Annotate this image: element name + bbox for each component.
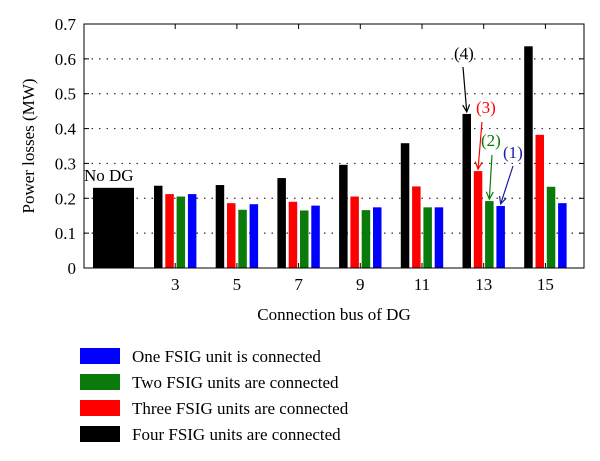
y-tick-label: 0.1 — [55, 224, 76, 243]
legend-item-one-unit: One FSIG unit is connected — [80, 343, 348, 369]
y-tick-label: 0.7 — [55, 15, 77, 34]
bar-11-series-1 — [400, 143, 410, 268]
bar-5-series-3 — [238, 209, 247, 268]
x-tick-label: 7 — [294, 275, 303, 294]
bar-7-series-1 — [277, 178, 286, 268]
annotation-arrowhead — [485, 191, 494, 201]
x-tick-label: 9 — [356, 275, 365, 294]
bar-3-series-1 — [154, 185, 163, 268]
annotation-arrow — [462, 66, 468, 112]
bar-no-dg — [93, 187, 134, 268]
bar-9-series-2 — [350, 196, 359, 268]
bar-9-series-1 — [339, 164, 348, 268]
annotation-arrow — [488, 154, 493, 200]
x-tick-label: 5 — [233, 275, 242, 294]
y-tick-label: 0.6 — [55, 50, 76, 69]
x-axis-ticks: 3 5 7 9 11 13 15 — [171, 24, 554, 294]
annotation-arrow — [477, 121, 483, 170]
annotation-label: (2) — [481, 131, 501, 150]
y-tick-label: 0.5 — [55, 85, 76, 104]
bar-15-series-2 — [535, 134, 544, 268]
bar-13-series-3 — [485, 201, 494, 268]
annotation-arrowhead — [498, 195, 507, 206]
bar-15-series-4 — [558, 203, 567, 268]
annotation-arrow — [500, 165, 514, 205]
annotation-label: (1) — [503, 143, 523, 162]
bar-annotations: (4) (3) (2)(1) — [454, 44, 523, 206]
bars-group — [93, 46, 567, 269]
legend-swatch-black — [80, 426, 120, 442]
bar-9-series-3 — [361, 210, 371, 268]
legend: One FSIG unit is connected Two FSIG unit… — [80, 343, 348, 447]
legend-label: Two FSIG units are connected — [132, 372, 339, 392]
x-tick-label: 13 — [475, 275, 492, 294]
bar-13-series-1 — [462, 113, 471, 268]
x-tick-label: 11 — [414, 275, 430, 294]
legend-swatch-blue — [80, 348, 120, 364]
x-tick-label: 3 — [171, 275, 180, 294]
annotation-arrowhead — [474, 161, 483, 171]
legend-swatch-red — [80, 400, 120, 416]
bar-3-series-3 — [176, 196, 186, 268]
bar-5-series-4 — [249, 204, 259, 268]
bar-15-series-3 — [546, 186, 556, 268]
annotation-label: (4) — [454, 44, 474, 63]
bar-7-series-3 — [300, 210, 309, 268]
x-axis-label: Connection bus of DG — [257, 305, 410, 324]
bar-7-series-2 — [288, 201, 298, 268]
y-tick-label: 0 — [68, 259, 77, 278]
y-tick-label: 0.2 — [55, 189, 76, 208]
legend-item-two-units: Two FSIG units are connected — [80, 369, 348, 395]
y-tick-label: 0.3 — [55, 154, 76, 173]
legend-label: Four FSIG units are connected — [132, 424, 341, 444]
legend-label: Three FSIG units are connected — [132, 398, 349, 418]
bar-11-series-4 — [434, 207, 444, 268]
bar-11-series-2 — [412, 186, 421, 268]
bar-3-series-4 — [187, 194, 197, 268]
y-tick-label: 0.4 — [55, 120, 77, 139]
bar-9-series-4 — [373, 207, 382, 268]
y-axis-label: Power losses (MW) — [19, 78, 38, 213]
bar-15-series-1 — [524, 46, 533, 269]
x-tick-label: 15 — [537, 275, 554, 294]
legend-item-three-units: Three FSIG units are connected — [80, 395, 348, 421]
legend-swatch-green — [80, 374, 120, 390]
no-dg-label: No DG — [84, 166, 134, 185]
bar-13-series-2 — [473, 171, 483, 268]
bar-3-series-2 — [165, 194, 174, 268]
annotation-label: (3) — [476, 98, 496, 117]
bar-13-series-4 — [496, 205, 505, 268]
legend-label: One FSIG unit is connected — [132, 346, 321, 366]
y-axis-ticks: 0 0.1 0.2 0.3 0.4 0.5 0.6 0.7 — [55, 15, 584, 278]
power-losses-chart: 0 0.1 0.2 0.3 0.4 0.5 0.6 0.7 3 5 7 9 11 13 15 Power … — [19, 15, 585, 324]
bar-7-series-4 — [311, 205, 320, 268]
annotation-arrowhead — [462, 104, 471, 114]
plot-frame — [83, 23, 585, 269]
bar-5-series-1 — [215, 185, 225, 268]
legend-item-four-units: Four FSIG units are connected — [80, 421, 348, 447]
bar-5-series-2 — [227, 203, 236, 268]
bar-11-series-3 — [423, 207, 432, 268]
